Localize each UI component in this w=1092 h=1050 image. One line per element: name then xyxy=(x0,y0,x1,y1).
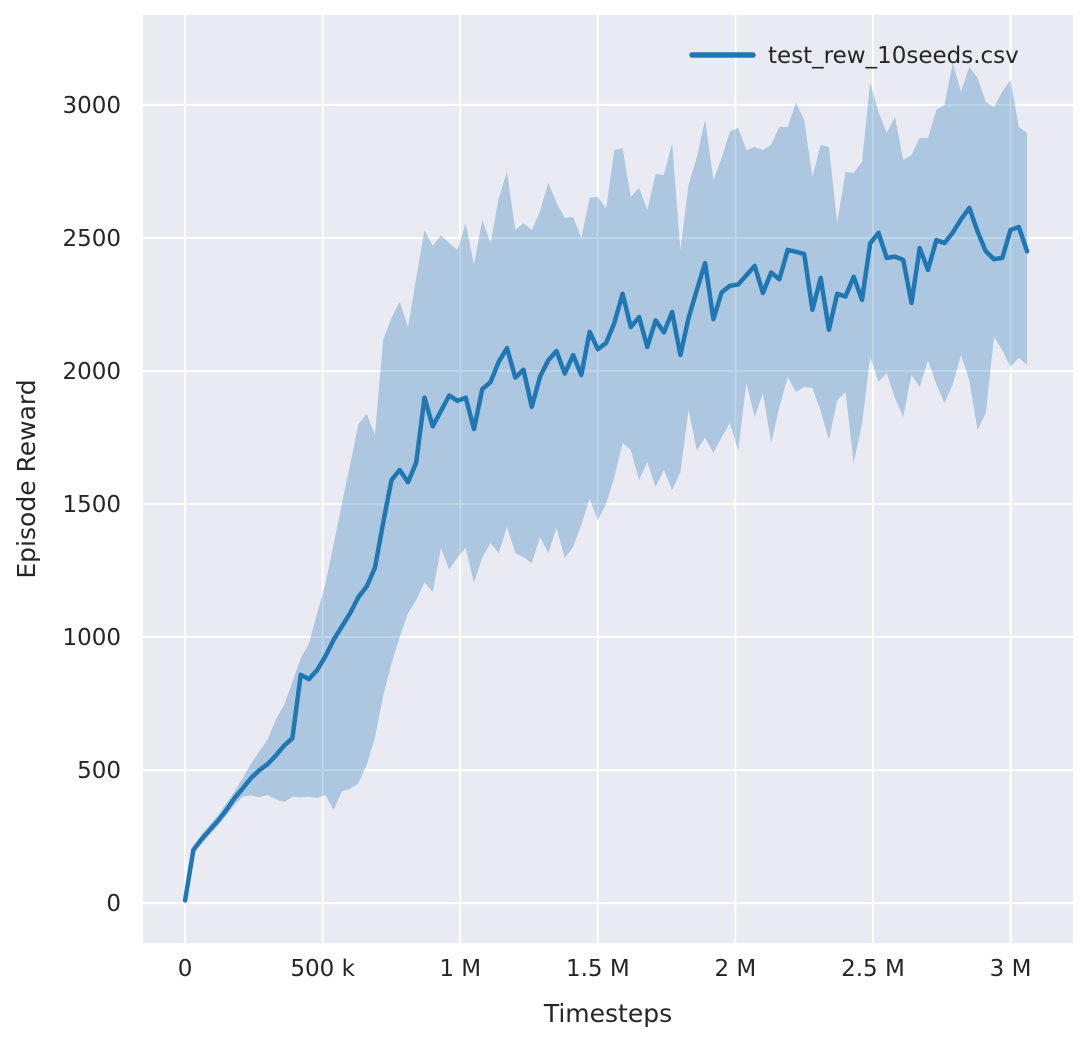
x-axis-label: Timesteps xyxy=(543,999,672,1028)
legend-label: test_rew_10seeds.csv xyxy=(768,43,1019,69)
series-line xyxy=(182,205,1030,903)
confidence-band-group xyxy=(185,62,1028,904)
x-tick-label: 1 M xyxy=(439,956,481,982)
grid-lines xyxy=(143,15,1073,943)
y-tick-label: 2000 xyxy=(62,359,121,385)
legend: test_rew_10seeds.csv xyxy=(689,43,1019,69)
y-tick-label: 1500 xyxy=(62,492,121,518)
y-tick-label: 2500 xyxy=(62,226,121,252)
y-tick-label: 1000 xyxy=(62,625,121,651)
y-tick-labels: 0 500 1000 1500 2000 2500 3000 xyxy=(62,93,121,917)
y-tick-label: 0 xyxy=(106,891,121,917)
x-tick-label: 2 M xyxy=(714,956,756,982)
x-tick-label: 500 k xyxy=(290,956,355,982)
plot-area xyxy=(143,15,1073,943)
x-tick-label: 3 M xyxy=(990,956,1032,982)
y-axis-label: Episode Reward xyxy=(12,379,41,578)
x-tick-labels: 0 500 k 1 M 1.5 M 2 M 2.5 M 3 M xyxy=(178,956,1032,982)
confidence-band xyxy=(185,62,1028,904)
x-tick-label: 2.5 M xyxy=(841,956,905,982)
series-line-group xyxy=(182,205,1030,903)
y-tick-label: 500 xyxy=(77,758,121,784)
y-tick-label: 3000 xyxy=(62,93,121,119)
x-tick-label: 0 xyxy=(178,956,193,982)
x-tick-label: 1.5 M xyxy=(566,956,630,982)
